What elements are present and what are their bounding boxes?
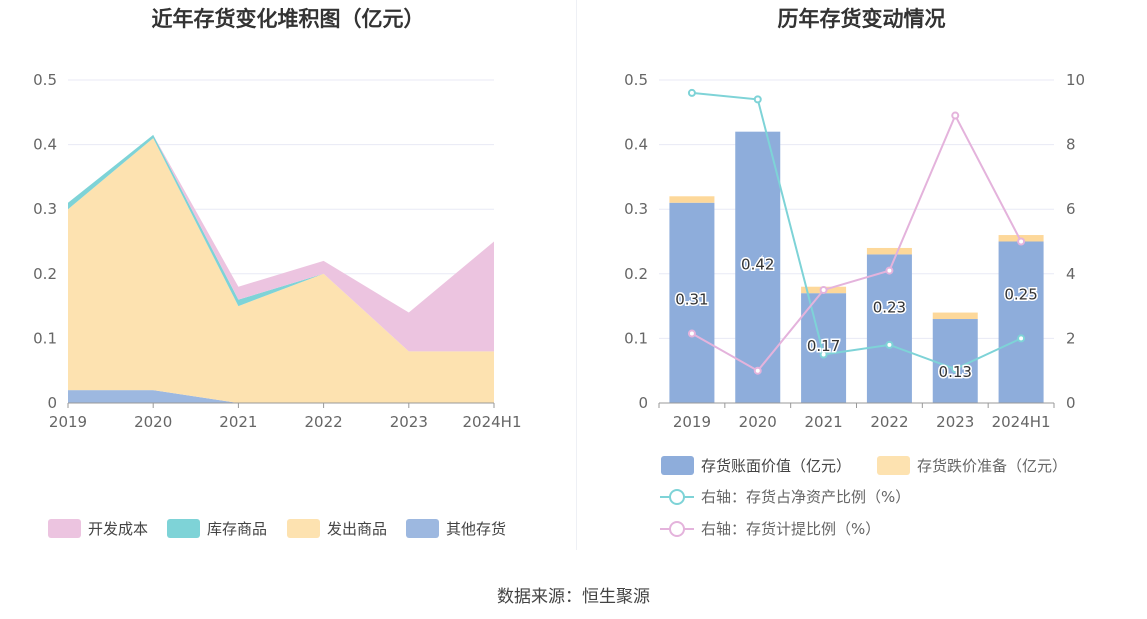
x-tick-label: 2024H1 — [992, 413, 1051, 431]
y-tick-label: 0 — [47, 394, 57, 412]
x-tick-label: 2019 — [673, 413, 711, 431]
provision-ratio-point — [1017, 237, 1026, 246]
net-asset-ratio-point — [819, 350, 828, 359]
bar-book-value — [801, 293, 847, 403]
bar-impairment-reserve — [932, 312, 978, 320]
y2-tick-label: 2 — [1066, 329, 1076, 347]
legend-label: 发出商品 — [327, 520, 387, 538]
y-tick-label: 0.3 — [624, 200, 648, 218]
bar-book-value — [735, 131, 781, 403]
net-asset-ratio-point — [687, 88, 696, 97]
x-tick-label: 2021 — [219, 413, 257, 431]
x-tick-label: 2022 — [305, 413, 343, 431]
bar-impairment-reserve — [669, 196, 715, 203]
provision-ratio-point — [819, 285, 828, 294]
bar-line-combo-chart: 0 0.1 0.2 0.3 0.4 0.5 0 2 4 6 8 10 2019 2020 2021 2022 2… — [624, 71, 1085, 538]
legend-label: 库存商品 — [207, 520, 267, 538]
area-series — [68, 134, 494, 352]
bar-value-label: 0.31 — [675, 291, 708, 309]
x-tick-label: 2021 — [804, 413, 842, 431]
right-chart-title: 历年存货变动情况 — [777, 7, 946, 31]
bar-value-label: 0.13 — [939, 363, 972, 381]
bar-value-label: 0.25 — [1004, 286, 1037, 304]
legend-marker — [669, 521, 685, 537]
y-tick-label: 0 — [638, 394, 648, 412]
y2-tick-label: 4 — [1066, 265, 1076, 283]
area-series — [68, 390, 494, 403]
bar-book-value — [669, 202, 715, 403]
legend-swatch — [167, 519, 200, 538]
bar-value-label: 0.23 — [873, 298, 906, 316]
y2-tick-label: 10 — [1066, 71, 1085, 89]
net-asset-ratio-point — [1017, 334, 1026, 343]
net-asset-ratio-point — [753, 95, 762, 104]
bar-impairment-reserve — [866, 247, 912, 255]
legend-label: 右轴：存货计提比例（%） — [701, 520, 880, 538]
x-tick-label: 2024H1 — [463, 413, 522, 431]
bar-book-value — [866, 254, 912, 403]
provision-ratio-point — [753, 366, 762, 375]
bar-value-label: 0.42 — [741, 256, 774, 274]
legend-swatch — [48, 519, 81, 538]
y-tick-label: 0.4 — [33, 136, 57, 154]
area-series — [68, 138, 494, 403]
y2-tick-label: 6 — [1066, 200, 1076, 218]
legend-label: 其他存货 — [446, 520, 506, 538]
legend-swatch — [661, 456, 694, 475]
y-tick-label: 0.5 — [624, 71, 648, 89]
legend-marker — [669, 489, 685, 505]
y-tick-label: 0.4 — [624, 136, 648, 154]
legend-label: 存货跌价准备（亿元） — [917, 457, 1067, 475]
legend-label: 右轴：存货占净资产比例（%） — [701, 488, 910, 506]
legend-swatch — [406, 519, 439, 538]
net-asset-ratio-point — [951, 365, 960, 374]
x-tick-label: 2019 — [49, 413, 87, 431]
legend-swatch — [877, 456, 910, 475]
panel-divider — [576, 0, 577, 550]
legend-label: 开发成本 — [88, 520, 148, 538]
bar-value-label: 0.17 — [807, 337, 840, 355]
bar-book-value — [998, 241, 1044, 403]
stacked-area-chart: 0 0.1 0.2 0.3 0.4 0.5 2019 2020 2021 2022 2023 2024… — [33, 71, 522, 538]
y-tick-label: 0.2 — [33, 265, 57, 283]
y2-tick-label: 0 — [1066, 394, 1076, 412]
x-tick-label: 2022 — [870, 413, 908, 431]
provision-ratio-point — [951, 111, 960, 120]
y-tick-label: 0.1 — [33, 329, 57, 347]
legend-swatch — [287, 519, 320, 538]
y-tick-label: 0.3 — [33, 200, 57, 218]
net-asset-ratio-line — [691, 91, 1022, 371]
provision-ratio-point — [885, 266, 894, 275]
data-source-note: 数据来源：恒生聚源 — [497, 587, 650, 607]
x-tick-label: 2020 — [134, 413, 172, 431]
y-tick-label: 0.1 — [624, 329, 648, 347]
net-asset-ratio-point — [885, 340, 894, 349]
legend-label: 存货账面价值（亿元） — [701, 457, 851, 475]
x-tick-label: 2023 — [936, 413, 974, 431]
y-tick-label: 0.5 — [33, 71, 57, 89]
x-tick-label: 2023 — [390, 413, 428, 431]
y2-tick-label: 8 — [1066, 136, 1076, 154]
y-tick-label: 0.2 — [624, 265, 648, 283]
left-chart-title: 近年存货变化堆积图（亿元） — [151, 7, 425, 31]
x-tick-label: 2020 — [739, 413, 777, 431]
provision-ratio-line — [691, 113, 1022, 372]
provision-ratio-point — [687, 329, 696, 338]
